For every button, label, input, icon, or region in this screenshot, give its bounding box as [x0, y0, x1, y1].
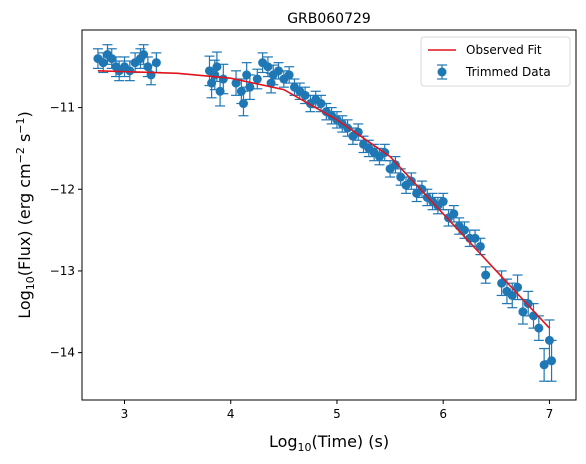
data-marker [143, 62, 153, 72]
data-marker [263, 62, 273, 72]
data-point [416, 180, 427, 199]
data-point [512, 274, 523, 301]
data-point [146, 64, 157, 86]
legend-fit-label: Observed Fit [466, 43, 542, 57]
data-point [496, 270, 507, 297]
data-marker [353, 127, 363, 137]
data-point [252, 68, 263, 90]
y-axis-title-mid: s [15, 134, 34, 147]
data-marker [475, 241, 485, 251]
data-point [507, 282, 518, 309]
y-axis-title: Log10(Flux) (erg cm−2 s−1) [14, 111, 37, 319]
y-tick-label: −14 [50, 346, 75, 360]
data-marker [245, 82, 255, 92]
y-axis-title-sup1: −2 [14, 147, 27, 163]
data-point [406, 172, 417, 190]
data-marker [316, 99, 326, 109]
data-point [480, 266, 491, 284]
data-marker [139, 50, 149, 60]
data-marker [518, 307, 528, 317]
data-marker [125, 66, 135, 76]
legend-data-swatch-marker [437, 67, 447, 77]
data-marker [274, 66, 284, 76]
data-marker [449, 209, 459, 219]
data-marker [396, 172, 406, 182]
x-axis-title-base: Log [269, 432, 298, 451]
data-marker [151, 58, 161, 68]
y-axis-ticks: −11 −12 −13 −14 [50, 101, 82, 360]
data-marker [207, 78, 217, 88]
data-marker [417, 184, 427, 194]
data-marker [212, 62, 222, 72]
data-marker [481, 270, 491, 280]
data-point [533, 315, 544, 341]
data-point [244, 74, 255, 101]
x-axis-title-subscript: 10 [298, 441, 312, 454]
y-tick-label: −13 [50, 264, 75, 278]
data-point [238, 90, 249, 117]
fit-line-layer [97, 70, 550, 329]
data-point [98, 52, 109, 74]
data-marker [406, 176, 416, 186]
legend-data-label: Trimmed Data [465, 65, 551, 79]
data-marker [438, 197, 448, 207]
data-point [470, 229, 481, 248]
data-marker [210, 70, 220, 80]
data-marker [218, 74, 228, 84]
x-axis-title: Log10(Time) (s) [269, 432, 389, 454]
data-marker [107, 54, 117, 64]
y-tick-label: −11 [50, 101, 75, 115]
data-marker [284, 70, 294, 80]
data-point [284, 66, 295, 84]
y-axis-title-rest: (Flux) (erg cm [15, 163, 34, 276]
x-tick-label: 4 [227, 407, 235, 421]
x-axis-ticks: 3 4 5 6 7 [121, 400, 554, 421]
data-marker [300, 90, 310, 100]
x-tick-label: 6 [439, 407, 447, 421]
data-point [92, 48, 103, 69]
fit-line [97, 70, 550, 329]
data-marker [98, 58, 108, 68]
x-tick-label: 3 [121, 407, 129, 421]
data-marker [231, 78, 241, 88]
data-point [106, 48, 117, 69]
data-point [390, 156, 401, 174]
data-marker [547, 356, 557, 366]
data-marker [252, 74, 262, 84]
chart-title: GRB060729 [287, 11, 371, 27]
data-point [142, 56, 153, 78]
data-marker [534, 323, 544, 333]
data-point [294, 82, 305, 101]
y-axis-title-sup2: −1 [14, 117, 27, 133]
data-marker [470, 233, 480, 243]
y-tick-label: −12 [50, 182, 75, 196]
legend-data-swatch [437, 64, 447, 80]
legend: Observed Fit Trimmed Data [420, 36, 571, 87]
y-axis-title-base: Log [15, 290, 34, 319]
data-point [353, 123, 364, 141]
data-marker [507, 290, 517, 300]
plot-area [92, 44, 557, 382]
data-marker [238, 99, 248, 109]
data-point [231, 70, 242, 96]
data-marker [497, 278, 507, 288]
data-marker [523, 299, 533, 309]
x-tick-label: 7 [546, 407, 554, 421]
y-axis-title-end: ) [15, 111, 34, 117]
data-marker [513, 282, 523, 292]
axes-frame [81, 29, 577, 401]
x-axis-title-rest: (Time) (s) [312, 432, 390, 451]
y-axis-title-subscript: 10 [24, 276, 37, 290]
data-marker [390, 160, 400, 170]
data-point [448, 205, 459, 223]
data-marker [459, 225, 469, 235]
data-point [546, 339, 557, 382]
x-tick-label: 5 [333, 407, 341, 421]
data-marker [539, 360, 549, 370]
legend-box [420, 36, 571, 87]
